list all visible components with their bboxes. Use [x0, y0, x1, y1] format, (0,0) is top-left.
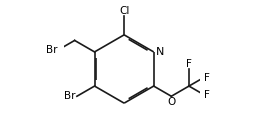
Text: Br: Br — [46, 45, 57, 55]
Text: Cl: Cl — [119, 6, 129, 16]
Text: Br: Br — [64, 91, 76, 101]
Text: N: N — [156, 47, 164, 57]
Text: F: F — [186, 59, 192, 69]
Text: O: O — [167, 97, 176, 107]
Text: F: F — [204, 73, 210, 83]
Text: F: F — [204, 90, 210, 100]
